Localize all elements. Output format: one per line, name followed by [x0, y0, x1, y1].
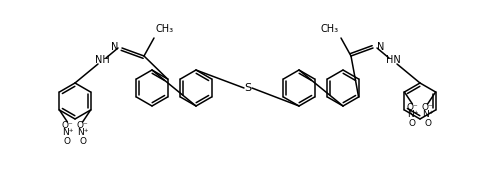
Text: N⁺: N⁺: [422, 110, 433, 119]
Text: CH₃: CH₃: [321, 24, 339, 34]
Text: O: O: [64, 137, 71, 146]
Text: O⁻: O⁻: [421, 102, 433, 112]
Text: N: N: [110, 42, 118, 52]
Text: N: N: [377, 42, 385, 52]
Text: HN: HN: [386, 55, 400, 65]
Text: O⁻: O⁻: [62, 121, 74, 130]
Text: O: O: [79, 137, 86, 146]
Text: N⁺: N⁺: [77, 128, 88, 137]
Text: O⁻: O⁻: [407, 102, 419, 112]
Text: S: S: [245, 83, 251, 93]
Text: NH: NH: [95, 55, 109, 65]
Text: O⁻: O⁻: [76, 121, 88, 130]
Text: O: O: [409, 119, 416, 128]
Text: N⁺: N⁺: [62, 128, 73, 137]
Text: N⁺: N⁺: [407, 110, 418, 119]
Text: O: O: [424, 119, 431, 128]
Text: CH₃: CH₃: [156, 24, 174, 34]
